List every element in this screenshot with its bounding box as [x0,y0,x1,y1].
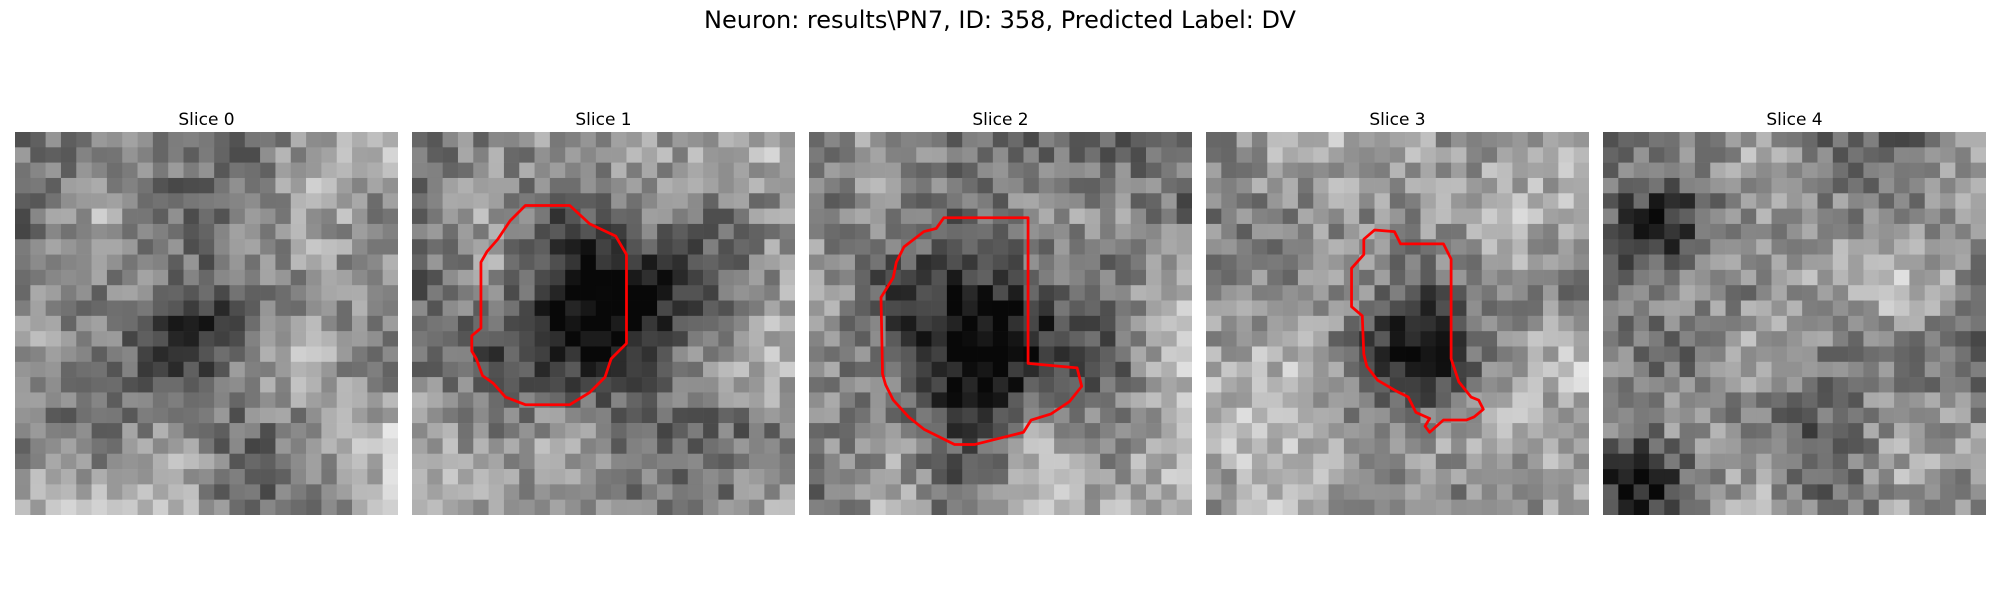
slice-title: Slice 3 [1206,108,1589,132]
slice-image-0 [15,132,398,515]
slice-panel-1: Slice 1 [412,108,795,515]
slice-title: Slice 2 [809,108,1192,132]
slice-panel-0: Slice 0 [15,108,398,515]
slice-image-3 [1206,132,1589,515]
slice-panel-2: Slice 2 [809,108,1192,515]
slice-title: Slice 0 [15,108,398,132]
figure-title: Neuron: results\PN7, ID: 358, Predicted … [0,6,2000,34]
slice-panel-3: Slice 3 [1206,108,1589,515]
slice-title: Slice 4 [1603,108,1986,132]
slice-panel-4: Slice 4 [1603,108,1986,515]
slice-image-2 [809,132,1192,515]
slice-image-1 [412,132,795,515]
slice-title: Slice 1 [412,108,795,132]
slice-image-4 [1603,132,1986,515]
